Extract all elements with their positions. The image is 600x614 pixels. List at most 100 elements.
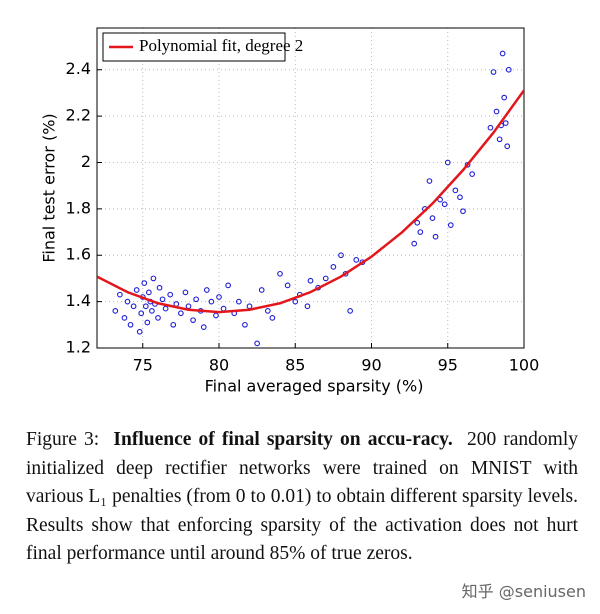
- scatter-point: [441, 201, 448, 208]
- scatter-point: [411, 240, 418, 247]
- scatter-point: [178, 310, 184, 317]
- scatter-point: [502, 120, 509, 126]
- plot-frame: [96, 27, 525, 349]
- legend-box: [102, 32, 286, 62]
- x-tick-label: 90: [361, 356, 381, 375]
- caption-text: 200 randomly initialized deep rectifier …: [26, 429, 579, 564]
- scatter-point: [170, 321, 177, 328]
- scatter-point: [496, 136, 503, 143]
- y-tick-label: 1.6: [66, 245, 91, 264]
- caption-title: Influence of final sparsity on accu-racy…: [113, 429, 453, 450]
- scatter-point: [284, 282, 291, 289]
- scatter-point: [208, 298, 215, 305]
- scatter-point: [200, 324, 207, 330]
- scatter-point: [437, 196, 443, 203]
- scatter-point: [487, 124, 494, 131]
- x-tick-label: 75: [133, 356, 153, 375]
- y-tick-label: 1.8: [66, 198, 91, 217]
- scatter-point: [203, 287, 210, 293]
- fit-line: [97, 89, 524, 314]
- scatter-point: [185, 303, 192, 310]
- scatter-point: [469, 171, 476, 177]
- scatter-point: [414, 219, 421, 226]
- scatter-point: [504, 143, 511, 150]
- x-axis-label: Final averaged sparsity (%): [205, 377, 424, 396]
- scatter-point: [193, 296, 199, 303]
- scatter-point: [246, 303, 253, 310]
- scatter-point: [254, 340, 260, 347]
- scatter-point: [141, 280, 148, 286]
- y-axis-label: Final test error (%): [40, 113, 59, 262]
- scatter-point: [167, 291, 174, 298]
- scatter-point: [304, 303, 311, 310]
- scatter-point: [216, 294, 222, 300]
- scatter-point: [144, 319, 151, 326]
- x-tick-label: 80: [209, 356, 229, 375]
- scatter-point: [353, 257, 360, 263]
- scatter-point: [155, 315, 161, 321]
- scatter-point: [235, 298, 242, 305]
- scatter-point: [117, 291, 123, 298]
- y-tick-label: 2.4: [66, 59, 91, 78]
- watermark: 知乎 @seniusen: [461, 582, 586, 601]
- scatter-point: [225, 282, 231, 289]
- scatter-point: [269, 315, 276, 321]
- scatter-point: [347, 308, 354, 314]
- y-tick-label: 1.4: [66, 291, 91, 310]
- scatter-point: [493, 108, 500, 115]
- caption-label: Figure 3:: [26, 429, 100, 450]
- scatter-point: [460, 208, 466, 215]
- scatter-point: [501, 94, 508, 101]
- scatter-point: [146, 289, 152, 296]
- scatter-point: [452, 187, 459, 194]
- scatter-point: [330, 263, 337, 270]
- scatter-point: [190, 317, 196, 324]
- scatter-point: [307, 277, 314, 284]
- scatter-point: [417, 229, 424, 235]
- scatter-point: [149, 308, 155, 314]
- y-tick-label: 2.2: [66, 106, 91, 125]
- y-tick-label: 1.2: [66, 338, 91, 357]
- legend-label: Polynomial fit, degree 2: [139, 36, 303, 55]
- scatter-point: [242, 321, 248, 328]
- scatter-point: [162, 305, 169, 312]
- scatter-point: [127, 321, 134, 328]
- scatter-point: [136, 328, 143, 335]
- scatter-point: [429, 215, 436, 221]
- y-tick-label: 2: [81, 152, 91, 171]
- scatter-point: [277, 270, 283, 277]
- scatter-point: [338, 252, 344, 259]
- chart: Final averaged sparsity (%) Final test e…: [40, 27, 540, 396]
- scatter-point: [499, 50, 506, 57]
- scatter-point: [264, 308, 271, 314]
- scatter-point: [133, 287, 140, 293]
- scatter-point: [220, 305, 227, 312]
- scatter-point: [432, 233, 439, 240]
- scatter-point: [138, 310, 145, 317]
- x-tick-label: 95: [438, 356, 458, 375]
- scatter-point: [447, 222, 454, 228]
- scatter-point: [490, 69, 497, 75]
- scatter-point: [213, 312, 219, 319]
- scatter-point: [426, 178, 433, 184]
- scatter-point: [159, 296, 166, 303]
- scatter-point: [124, 298, 131, 305]
- scatter-point: [130, 303, 137, 310]
- scatter-point: [464, 161, 471, 168]
- scatter-point: [150, 275, 157, 282]
- scatter-point: [156, 284, 163, 291]
- caption: Figure 3: Influence of final sparsity on…: [26, 426, 578, 569]
- x-tick-label: 100: [509, 356, 540, 375]
- scatter-point: [258, 287, 265, 293]
- scatter-point: [142, 303, 149, 310]
- scatter-point: [292, 298, 299, 305]
- scatter-point: [182, 289, 189, 296]
- x-tick-label: 85: [285, 356, 305, 375]
- scatter-point: [457, 194, 463, 201]
- scatter-point: [112, 308, 119, 314]
- scatter-point: [505, 66, 512, 73]
- scatter-point: [444, 159, 451, 166]
- scatter-point: [322, 275, 329, 282]
- scatter-point: [121, 315, 128, 321]
